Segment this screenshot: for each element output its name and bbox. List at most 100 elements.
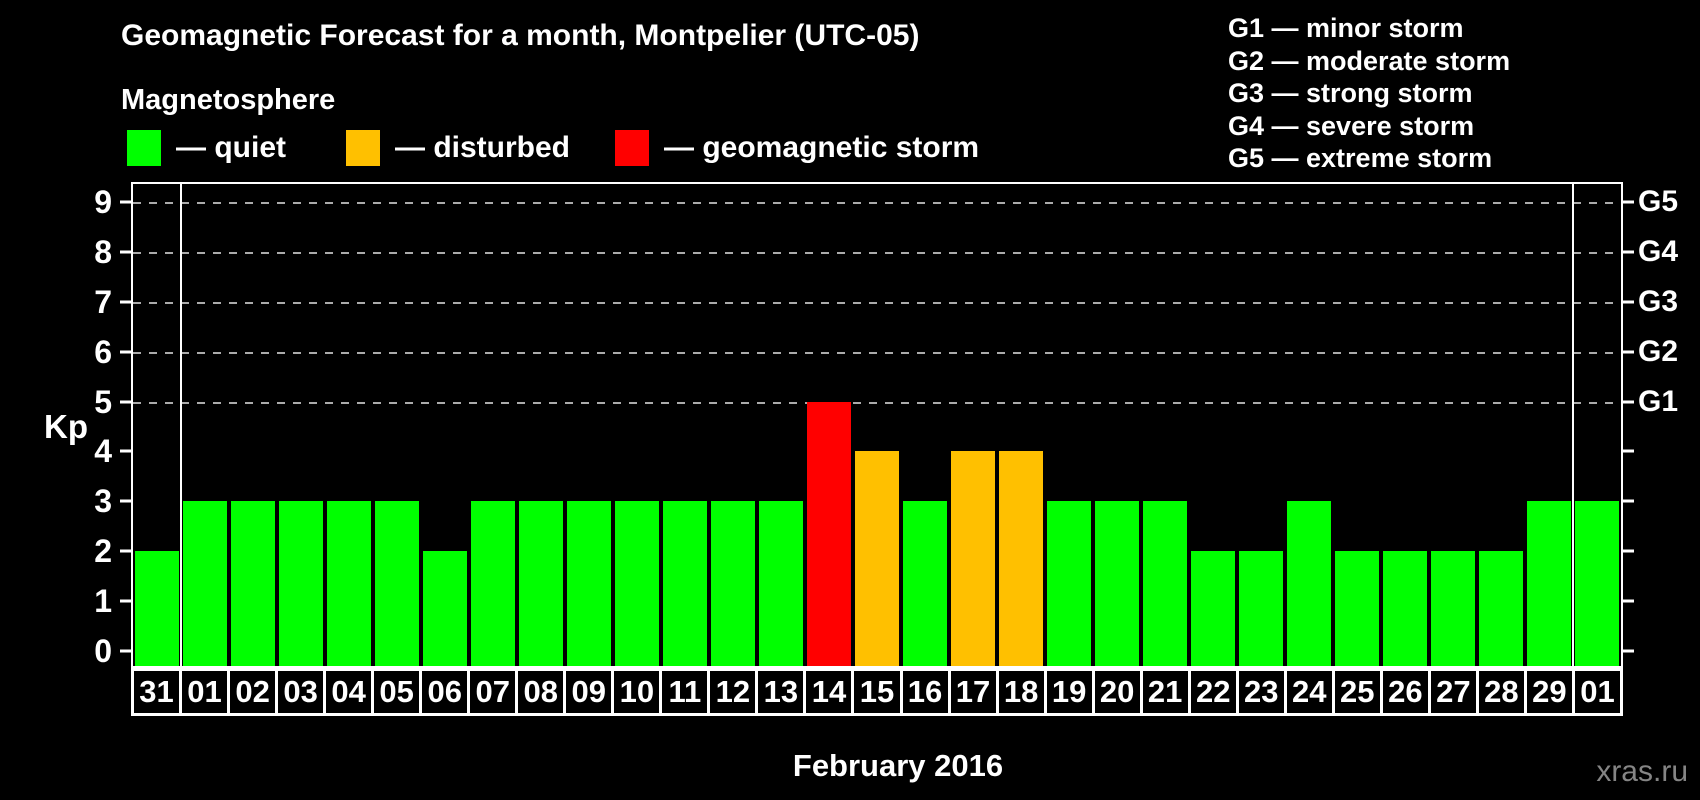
- day-label-03: 03: [275, 668, 327, 716]
- kp-bar-day-22: [1191, 551, 1235, 666]
- gridline-g1: [133, 401, 1621, 404]
- watermark: xras.ru: [1596, 755, 1688, 788]
- kp-bar-day-11: [663, 501, 707, 666]
- g1-legend-line: G1 — minor storm: [1228, 13, 1464, 43]
- day-label-04: 04: [323, 668, 375, 716]
- bar-slot-11: [661, 184, 709, 666]
- bar-slot-17: [949, 184, 997, 666]
- legend-label-quiet: — quiet: [176, 130, 286, 164]
- bar-slot-03: [277, 184, 325, 666]
- g-scale-legend: G1 — minor storm G2 — moderate storm G3 …: [1228, 12, 1510, 175]
- right-tick-kp7: [1623, 300, 1634, 304]
- day-label-23: 23: [1235, 668, 1287, 716]
- bar-slot-02: [229, 184, 277, 666]
- bar-slot-25: [1333, 184, 1381, 666]
- day-label-14: 14: [803, 668, 855, 716]
- day-label-08: 08: [515, 668, 567, 716]
- day-label-01: 01: [179, 668, 231, 716]
- kp-bar-day-15: [855, 451, 899, 666]
- bar-slot-31: [133, 184, 181, 666]
- day-label-25: 25: [1331, 668, 1383, 716]
- day-label-10: 10: [611, 668, 663, 716]
- day-label-19: 19: [1043, 668, 1095, 716]
- kp-bar-day-25: [1335, 551, 1379, 666]
- left-tick-kp7: [120, 300, 131, 304]
- kp-bar-day-21: [1143, 501, 1187, 666]
- right-tick-kp8: [1623, 250, 1634, 254]
- gridline-g4: [133, 251, 1621, 254]
- bar-slot-01: [181, 184, 229, 666]
- legend-item-disturbed: — disturbed: [346, 129, 570, 166]
- bar-slot-15: [853, 184, 901, 666]
- kp-bar-day-09: [567, 501, 611, 666]
- left-tick-kp2: [120, 549, 131, 553]
- month-separator: [1572, 184, 1574, 666]
- left-tick-kp4: [120, 449, 131, 453]
- legend-item-storm: — geomagnetic storm: [615, 129, 979, 166]
- y-tick-label-kp6: 6: [94, 333, 112, 370]
- day-label-24: 24: [1283, 668, 1335, 716]
- day-label-11: 11: [659, 668, 711, 716]
- kp-bar-day-05: [375, 501, 419, 666]
- kp-bar-day-29: [1527, 501, 1571, 666]
- right-tick-kp4: [1623, 449, 1634, 453]
- day-label-22: 22: [1187, 668, 1239, 716]
- right-tick-kp1: [1623, 599, 1634, 603]
- day-label-15: 15: [851, 668, 903, 716]
- kp-bar-day-04: [327, 501, 371, 666]
- g5-legend-line: G5 — extreme storm: [1228, 143, 1493, 173]
- page-title: Geomagnetic Forecast for a month, Montpe…: [121, 19, 920, 52]
- bar-slot-12: [709, 184, 757, 666]
- kp-bar-day-01: [1575, 501, 1619, 666]
- right-tick-kp2: [1623, 549, 1634, 553]
- bar-slot-24: [1285, 184, 1333, 666]
- day-label-01-mar: 01: [1571, 668, 1623, 716]
- gridline-g2: [133, 351, 1621, 354]
- day-label-07: 07: [467, 668, 519, 716]
- y-tick-label-kp0: 0: [94, 633, 112, 670]
- day-label-17: 17: [947, 668, 999, 716]
- left-tick-kp3: [120, 499, 131, 503]
- bar-slot-13: [757, 184, 805, 666]
- day-label-12: 12: [707, 668, 759, 716]
- day-label-18: 18: [995, 668, 1047, 716]
- bar-slot-27: [1429, 184, 1477, 666]
- bar-slot-18: [997, 184, 1045, 666]
- left-tick-kp8: [120, 250, 131, 254]
- left-tick-kp9: [120, 200, 131, 204]
- quiet-color-swatch: [127, 129, 161, 166]
- kp-bar-day-28: [1479, 551, 1523, 666]
- bar-slot-05: [373, 184, 421, 666]
- disturbed-color-swatch: [346, 129, 380, 166]
- kp-bar-day-17: [951, 451, 995, 666]
- day-label-05: 05: [371, 668, 423, 716]
- g4-legend-line: G4 — severe storm: [1228, 110, 1475, 141]
- bar-slot-28: [1477, 184, 1525, 666]
- kp-bar-day-27: [1431, 551, 1475, 666]
- day-label-28: 28: [1475, 668, 1527, 716]
- bar-slot-14: [805, 184, 853, 666]
- kp-bar-day-08: [519, 501, 563, 666]
- y-tick-label-kp7: 7: [94, 283, 112, 320]
- day-label-29: 29: [1523, 668, 1575, 716]
- g-level-label-g3: G3: [1638, 284, 1679, 318]
- kp-bar-day-19: [1047, 501, 1091, 666]
- bar-slot-10: [613, 184, 661, 666]
- kp-bar-day-02: [231, 501, 275, 666]
- legend-label-disturbed: — disturbed: [395, 130, 571, 164]
- bar-slot-16: [901, 184, 949, 666]
- legend-item-quiet: — quiet: [127, 129, 286, 166]
- bar-slot-07: [469, 184, 517, 666]
- bar-slot-23: [1237, 184, 1285, 666]
- g2-legend-line: G2 — moderate storm: [1228, 45, 1511, 76]
- kp-bar-day-07: [471, 501, 515, 666]
- kp-bar-day-03: [279, 501, 323, 666]
- day-label-27: 27: [1427, 668, 1479, 716]
- bar-slot-26: [1381, 184, 1429, 666]
- bar-slot-22: [1189, 184, 1237, 666]
- y-tick-label-kp1: 1: [94, 583, 112, 620]
- day-label-20: 20: [1091, 668, 1143, 716]
- day-label-06: 06: [419, 668, 471, 716]
- kp-bar-day-01: [183, 501, 227, 666]
- right-tick-kp3: [1623, 499, 1634, 503]
